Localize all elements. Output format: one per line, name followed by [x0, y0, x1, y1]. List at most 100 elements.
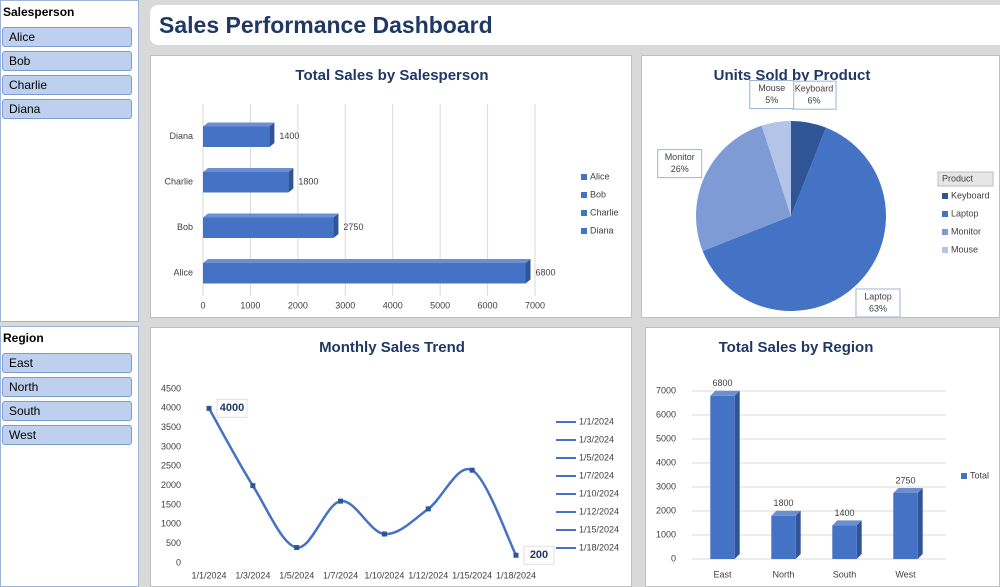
legend-label: Monitor: [951, 226, 981, 236]
bar: [203, 263, 526, 284]
x-tick-label: South: [833, 569, 857, 579]
legend-label: 1/18/2024: [579, 542, 619, 552]
label-box: [855, 288, 901, 317]
x-tick-label: West: [895, 569, 916, 579]
bar: [203, 126, 270, 147]
slicer-item[interactable]: North: [2, 377, 132, 397]
dashboard-title: Sales Performance Dashboard: [159, 12, 493, 38]
label-box: [216, 398, 248, 418]
legend-label: Bob: [590, 189, 606, 199]
legend-label: Alice: [590, 171, 610, 181]
slicer-item[interactable]: Bob: [2, 51, 132, 71]
slice-name: Mouse: [758, 83, 785, 93]
legend-swatch: [942, 193, 948, 199]
chart-title: Units Sold by Product: [714, 67, 871, 84]
chart-title: Total Sales by Salesperson: [295, 67, 488, 84]
data-label: 6%: [808, 96, 821, 106]
x-tick-label: 5000: [430, 300, 450, 310]
legend-label: Laptop: [951, 208, 979, 218]
legend-label: 1/3/2024: [579, 434, 614, 444]
data-label: 26%: [671, 164, 689, 174]
x-tick-label: 4000: [383, 300, 403, 310]
legend-header-box: [937, 171, 994, 187]
x-tick-label: East: [713, 569, 732, 579]
slice-name: Keyboard: [795, 84, 834, 94]
y-tick-label: 2500: [161, 461, 181, 471]
x-tick-label: 6000: [478, 300, 498, 310]
chart-title: Total Sales by Region: [719, 339, 874, 356]
legend-label: 1/15/2024: [579, 524, 619, 534]
legend-swatch: [942, 247, 948, 253]
bar-side: [288, 168, 294, 193]
bar-side: [269, 122, 275, 147]
y-tick-label: 4000: [656, 457, 676, 467]
bar: [771, 515, 796, 559]
y-tick-label: 5000: [656, 433, 676, 443]
legend-swatch: [581, 174, 587, 180]
slicer: Region East North South West: [0, 326, 139, 587]
slicer-item[interactable]: Diana: [2, 99, 132, 119]
label-box: [657, 149, 703, 179]
y-tick-label: 1500: [161, 499, 181, 509]
data-label: 6800: [536, 268, 556, 278]
legend-label: Total: [970, 470, 989, 480]
data-label: 1800: [298, 177, 318, 187]
data-label: 4000: [220, 402, 244, 414]
x-tick-label: 1/7/2024: [323, 570, 358, 580]
line: [207, 407, 518, 556]
x-tick-label: 3000: [335, 300, 355, 310]
y-tick-label: 4000: [161, 403, 181, 413]
slicer-item[interactable]: South: [2, 401, 132, 421]
bar-top: [203, 122, 275, 127]
legend-label: 1/10/2024: [579, 488, 619, 498]
bar: [203, 217, 334, 238]
data-label: 1400: [279, 131, 299, 141]
header: Sales Performance Dashboard: [150, 5, 1000, 45]
y-tick-label: Bob: [177, 222, 193, 232]
bar-top: [832, 520, 862, 526]
bar-side: [795, 510, 801, 559]
marker: [381, 531, 387, 537]
pie-slice: [761, 121, 791, 216]
slicer-item[interactable]: East: [2, 353, 132, 373]
label-box: [791, 80, 837, 110]
bar-side: [734, 390, 740, 559]
label-box: [523, 545, 555, 565]
bar: [203, 172, 289, 193]
x-tick-label: North: [772, 569, 794, 579]
chart-title: Monthly Sales Trend: [319, 339, 465, 356]
legend-title: Product: [942, 173, 974, 183]
chart-panel: Total Sales by Salesperson 0 1000 2000 3000 4…: [150, 55, 632, 318]
x-tick-label: 1000: [240, 300, 260, 310]
y-tick-label: Charlie: [164, 177, 193, 187]
y-tick-label: Alice: [173, 268, 193, 278]
y-tick-label: 3500: [161, 422, 181, 432]
x-tick-label: 7000: [525, 300, 545, 310]
pie-slice: [791, 121, 826, 216]
y-tick-label: 1000: [656, 529, 676, 539]
data-label: 1400: [834, 508, 854, 518]
y-tick-label: 2000: [656, 505, 676, 515]
marker: [250, 483, 256, 489]
x-tick-label: 1/18/2024: [496, 570, 536, 580]
legend-swatch: [581, 192, 587, 198]
y-tick-label: 3000: [161, 441, 181, 451]
slicer-item[interactable]: Charlie: [2, 75, 132, 95]
marker: [338, 498, 344, 504]
legend-swatch: [581, 210, 587, 216]
slicer-item[interactable]: West: [2, 425, 132, 445]
bar: [832, 525, 857, 559]
marker: [469, 467, 475, 473]
y-tick-label: 7000: [656, 385, 676, 395]
x-tick-label: 1/3/2024: [235, 570, 270, 580]
bar-top: [203, 168, 294, 173]
bar-top: [771, 510, 801, 516]
y-tick-label: Diana: [169, 131, 193, 141]
legend-label: 1/12/2024: [579, 506, 619, 516]
legend-swatch: [942, 229, 948, 235]
data-label: 200: [530, 549, 548, 561]
bar-top: [710, 390, 740, 396]
chart-panel: Units Sold by ProductKeyboard6%KeyboardL…: [641, 55, 1000, 318]
x-tick-label: 1/5/2024: [279, 570, 314, 580]
slicer-item[interactable]: Alice: [2, 27, 132, 47]
